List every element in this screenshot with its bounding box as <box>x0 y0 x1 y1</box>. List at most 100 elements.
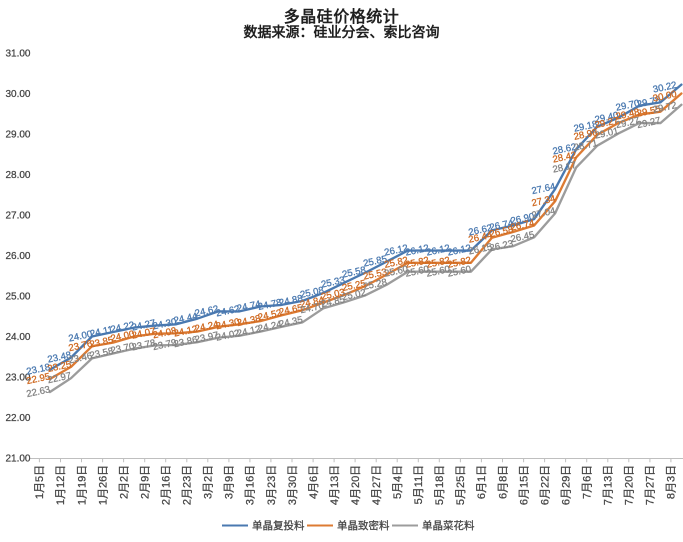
svg-text:24.44: 24.44 <box>173 311 199 327</box>
svg-text:6月15日: 6月15日 <box>518 465 530 505</box>
svg-text:25.60: 25.60 <box>446 264 472 280</box>
svg-text:21.00: 21.00 <box>5 453 30 464</box>
svg-text:24.70: 24.70 <box>299 300 325 316</box>
svg-text:22.97: 22.97 <box>47 370 73 386</box>
svg-text:2月2日: 2月2日 <box>118 465 130 499</box>
svg-text:24.27: 24.27 <box>131 318 157 334</box>
svg-text:23.48: 23.48 <box>47 350 73 366</box>
svg-text:3月23日: 3月23日 <box>266 465 278 505</box>
svg-text:26.12: 26.12 <box>404 243 430 259</box>
svg-text:28.42: 28.42 <box>552 150 578 166</box>
svg-text:1月26日: 1月26日 <box>97 465 109 505</box>
svg-text:24.00: 24.00 <box>110 329 136 345</box>
svg-text:23.78: 23.78 <box>131 338 157 354</box>
svg-text:22.63: 22.63 <box>25 384 51 400</box>
svg-text:25.60: 25.60 <box>383 264 409 280</box>
svg-text:3月16日: 3月16日 <box>245 465 257 505</box>
svg-text:24.12: 24.12 <box>173 324 199 340</box>
svg-text:28.00: 28.00 <box>5 170 30 181</box>
svg-text:5月18日: 5月18日 <box>434 465 446 505</box>
svg-text:7月13日: 7月13日 <box>603 465 615 505</box>
svg-text:29.27: 29.27 <box>594 115 620 131</box>
svg-text:24.38: 24.38 <box>236 313 262 329</box>
svg-text:24.12: 24.12 <box>236 324 262 340</box>
svg-text:24.74: 24.74 <box>236 299 262 315</box>
svg-text:24.35: 24.35 <box>278 315 304 331</box>
svg-text:26.15: 26.15 <box>467 242 493 258</box>
svg-text:26.12: 26.12 <box>383 243 409 259</box>
svg-text:4月6日: 4月6日 <box>308 465 320 499</box>
svg-text:24.00: 24.00 <box>68 329 94 345</box>
svg-text:24.52: 24.52 <box>257 308 283 324</box>
svg-text:4月20日: 4月20日 <box>350 465 362 505</box>
svg-text:3月9日: 3月9日 <box>224 465 236 499</box>
svg-text:单晶复投料: 单晶复投料 <box>252 519 305 532</box>
svg-text:23.85: 23.85 <box>89 335 115 351</box>
svg-text:28.17: 28.17 <box>552 160 578 176</box>
svg-text:25.85: 25.85 <box>362 254 388 270</box>
svg-text:24.85: 24.85 <box>320 294 346 310</box>
svg-text:2月9日: 2月9日 <box>140 465 152 499</box>
svg-text:7月27日: 7月27日 <box>645 465 657 505</box>
svg-text:1月12日: 1月12日 <box>55 465 67 505</box>
svg-text:27.34: 27.34 <box>531 193 557 209</box>
svg-text:3月30日: 3月30日 <box>287 465 299 505</box>
svg-text:29.48: 29.48 <box>615 107 641 123</box>
svg-text:26.58: 26.58 <box>489 224 515 240</box>
svg-text:6月22日: 6月22日 <box>539 465 551 505</box>
svg-text:24.22: 24.22 <box>110 320 136 336</box>
svg-text:单晶菜花料: 单晶菜花料 <box>422 519 475 532</box>
svg-text:26.00: 26.00 <box>5 251 30 262</box>
svg-text:23.97: 23.97 <box>194 330 220 346</box>
svg-text:24.30: 24.30 <box>152 317 178 333</box>
svg-text:25.82: 25.82 <box>404 255 430 271</box>
svg-text:25.02: 25.02 <box>341 287 367 303</box>
svg-text:7月6日: 7月6日 <box>582 465 594 499</box>
svg-text:27.04: 27.04 <box>531 206 557 222</box>
svg-text:25.82: 25.82 <box>383 255 409 271</box>
svg-text:26.44: 26.44 <box>467 230 493 246</box>
svg-text:26.23: 26.23 <box>489 238 515 254</box>
svg-text:24.62: 24.62 <box>215 304 241 320</box>
svg-text:26.12: 26.12 <box>446 243 472 259</box>
svg-text:6月1日: 6月1日 <box>476 465 488 499</box>
svg-text:30.00: 30.00 <box>5 89 30 100</box>
svg-text:25.03: 25.03 <box>320 287 346 303</box>
svg-text:3月2日: 3月2日 <box>203 465 215 499</box>
svg-text:28.98: 28.98 <box>573 127 599 143</box>
svg-text:23.70: 23.70 <box>110 341 136 357</box>
svg-text:25.33: 25.33 <box>320 275 346 291</box>
svg-text:25.82: 25.82 <box>425 255 451 271</box>
svg-text:4月13日: 4月13日 <box>329 465 341 505</box>
svg-text:26.45: 26.45 <box>510 230 536 246</box>
svg-text:24.08: 24.08 <box>152 326 178 342</box>
svg-text:22.95: 22.95 <box>25 371 51 387</box>
svg-text:24.00: 24.00 <box>5 332 30 343</box>
svg-text:30.00: 30.00 <box>652 89 678 105</box>
svg-text:25.53: 25.53 <box>362 267 388 283</box>
svg-text:29.27: 29.27 <box>615 115 641 131</box>
svg-text:27.00: 27.00 <box>5 210 30 221</box>
svg-text:23.58: 23.58 <box>89 346 115 362</box>
svg-text:5月25日: 5月25日 <box>455 465 467 505</box>
svg-text:23.00: 23.00 <box>5 372 30 383</box>
svg-text:26.74: 26.74 <box>489 218 515 234</box>
svg-text:29.55: 29.55 <box>636 104 662 120</box>
svg-text:24.24: 24.24 <box>194 319 220 335</box>
svg-text:23.18: 23.18 <box>25 362 51 378</box>
svg-text:29.27: 29.27 <box>636 115 662 131</box>
svg-text:25.08: 25.08 <box>299 285 325 301</box>
svg-text:单晶致密料: 单晶致密料 <box>337 519 390 532</box>
svg-text:23.79: 23.79 <box>152 337 178 353</box>
svg-text:2月16日: 2月16日 <box>161 465 173 505</box>
svg-text:24.62: 24.62 <box>194 304 220 320</box>
svg-text:25.60: 25.60 <box>425 264 451 280</box>
svg-text:25.82: 25.82 <box>446 255 472 271</box>
svg-text:1月19日: 1月19日 <box>76 465 88 505</box>
svg-text:25.25: 25.25 <box>341 278 367 294</box>
svg-text:5月4日: 5月4日 <box>392 465 404 499</box>
svg-text:29.70: 29.70 <box>615 98 641 114</box>
svg-text:28.71: 28.71 <box>573 138 599 154</box>
svg-text:24.65: 24.65 <box>278 302 304 318</box>
svg-text:26.12: 26.12 <box>425 243 451 259</box>
